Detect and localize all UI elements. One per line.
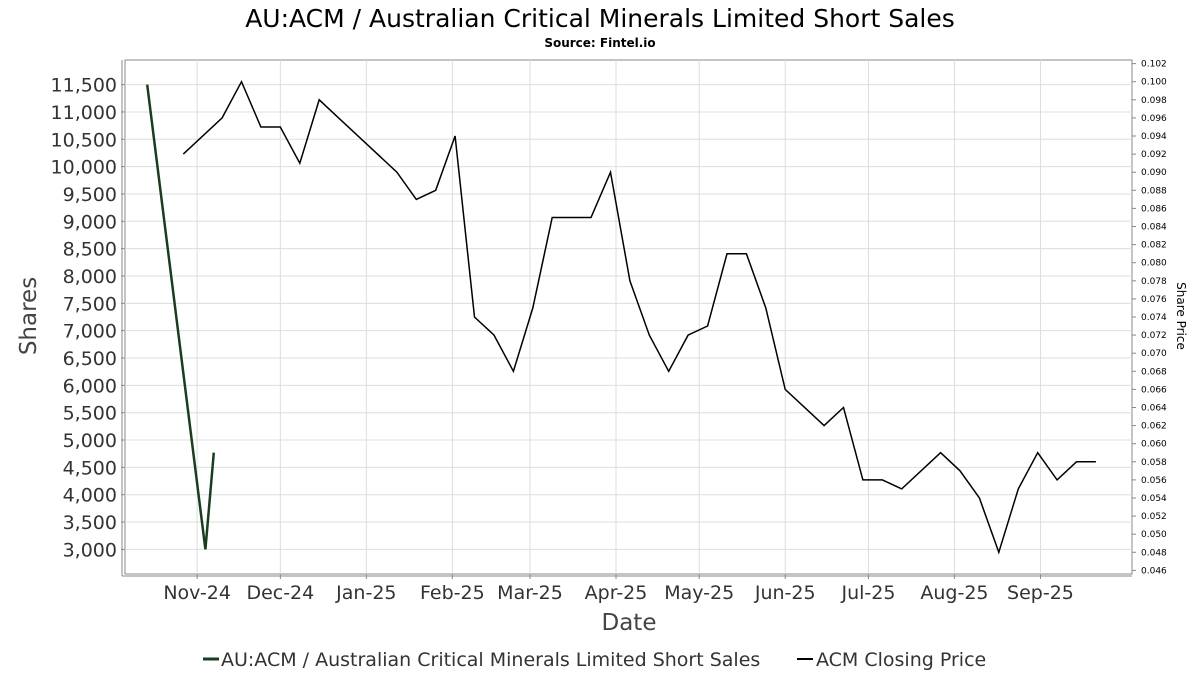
y2-tick-label: 0.092 [1141,150,1167,160]
y-tick-label: 8,000 [63,266,117,288]
y2-tick-label: 0.058 [1141,458,1167,468]
series-lines [145,79,1096,555]
y2-tick-label: 0.048 [1141,548,1167,558]
y-tick-label: 7,500 [63,293,117,315]
y-tick-label: 10,000 [51,157,117,179]
y-tick-label: 6,000 [63,375,117,397]
y2-tick-label: 0.084 [1141,223,1167,233]
y-tick-label: 10,500 [51,129,117,151]
y2-tick-label: 0.100 [1141,78,1167,88]
y2-tick-label: 0.096 [1141,114,1167,124]
y2-tick-label: 0.050 [1141,530,1167,540]
x-axis-ticks: Nov-24 Dec-24 Jan-25 Feb-25 Mar-25 Apr-25 May-… [163,574,1074,604]
short-sales-line [145,84,216,550]
legend-label-short-sales: AU:ACM / Australian Critical Minerals Li… [221,649,760,671]
y-tick-label: 4,000 [63,485,117,507]
x-tick-label: Jan-25 [335,582,396,604]
y2-tick-label: 0.052 [1141,512,1167,522]
closing-price-line [182,79,1096,555]
y2-tick-label: 0.054 [1141,494,1167,504]
y-tick-label: 9,500 [63,184,117,206]
y2-tick-label: 0.062 [1141,422,1167,432]
y-tick-label: 5,000 [63,430,117,452]
y2-axis-ticks: 0.046 0.048 0.050 0.052 0.054 0.056 0.058 0.060… [1132,60,1167,576]
plot-area [124,59,1133,575]
y2-tick-label: 0.076 [1141,295,1167,305]
legend: AU:ACM / Australian Critical Minerals Li… [203,649,986,671]
y2-tick-label: 0.102 [1141,60,1167,70]
x-tick-label: May-25 [664,582,734,604]
y2-tick-label: 0.046 [1141,566,1167,576]
y-axis-label: Shares [16,277,42,355]
legend-label-closing-price: ACM Closing Price [816,649,986,671]
y2-tick-label: 0.074 [1141,313,1167,323]
chart-subtitle: Source: Fintel.io [544,36,655,50]
x-tick-label: Apr-25 [585,582,648,604]
x-tick-label: Sep-25 [1007,582,1074,604]
y2-tick-label: 0.066 [1141,385,1167,395]
y-tick-label: 7,000 [63,321,117,343]
x-tick-label: Jul-25 [840,582,895,604]
y-tick-label: 3,500 [63,512,117,534]
x-tick-label: Nov-24 [163,582,231,604]
y2-tick-label: 0.090 [1141,168,1167,178]
y-tick-label: 9,000 [63,211,117,233]
y-tick-label: 11,000 [51,102,117,124]
y2-tick-label: 0.098 [1141,96,1167,106]
y2-tick-label: 0.068 [1141,367,1167,377]
y2-tick-label: 0.064 [1141,403,1167,413]
x-axis-label: Date [602,610,657,636]
y2-tick-label: 0.070 [1141,349,1167,359]
x-tick-label: Mar-25 [497,582,563,604]
y2-tick-label: 0.094 [1141,132,1167,142]
y-tick-label: 8,500 [63,239,117,261]
y-tick-label: 11,500 [51,75,117,97]
y2-tick-label: 0.078 [1141,277,1167,287]
y2-axis-label: Share Price [1174,282,1188,350]
chart-title: AU:ACM / Australian Critical Minerals Li… [245,4,955,33]
y2-tick-label: 0.072 [1141,331,1167,341]
x-tick-label: Dec-24 [246,582,314,604]
x-tick-label: Feb-25 [420,582,485,604]
y2-tick-label: 0.060 [1141,440,1167,450]
y-tick-label: 5,500 [63,403,117,425]
y2-tick-label: 0.056 [1141,476,1167,486]
y2-tick-label: 0.088 [1141,186,1167,196]
x-tick-label: Aug-25 [920,582,988,604]
x-tick-label: Jun-25 [754,582,816,604]
y-tick-label: 4,500 [63,457,117,479]
y2-tick-label: 0.082 [1141,241,1167,251]
y-tick-label: 6,500 [63,348,117,370]
y-axis-ticks: 3,000 3,500 4,000 4,500 5,000 5,500 6,000 6,500… [51,75,125,561]
y-tick-label: 3,000 [63,539,117,561]
y2-tick-label: 0.086 [1141,204,1167,214]
y2-tick-label: 0.080 [1141,259,1167,269]
